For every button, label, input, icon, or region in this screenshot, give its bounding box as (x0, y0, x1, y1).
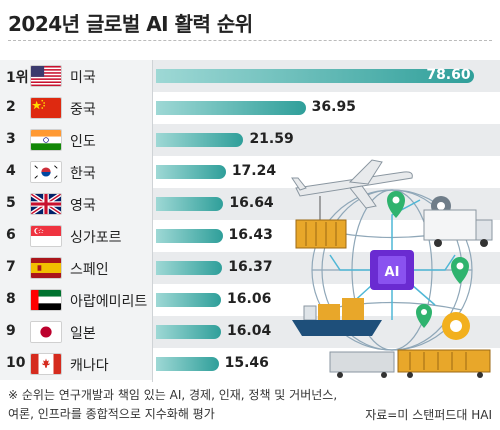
india-flag-icon (30, 129, 62, 151)
row-label-cell: 5 영국 (0, 188, 152, 220)
bar (156, 69, 475, 83)
country-label: 스페인 (70, 262, 109, 278)
rank-label: 4 (6, 163, 16, 179)
chart-row: 3 인도 21.59 (0, 124, 500, 156)
title-divider (8, 40, 492, 41)
data-label: 21.59 (249, 131, 294, 147)
rank-label: 7 (6, 259, 16, 275)
chart-row: 4 한국 17.24 (0, 156, 500, 188)
bar (156, 165, 226, 179)
bar (156, 133, 244, 147)
chart-row: 9 일본 16.04 (0, 316, 500, 348)
row-label-cell: 6 싱가포르 (0, 220, 152, 252)
data-label: 17.24 (231, 163, 277, 179)
country-label: 중국 (70, 102, 96, 118)
row-label-cell: 10 캐나다 (0, 348, 152, 380)
data-label: 15.46 (224, 355, 269, 371)
country-label: 미국 (70, 70, 96, 86)
bar (156, 325, 221, 339)
us-flag-icon (30, 65, 62, 87)
row-label-cell: 8 아랍에미리트 (0, 284, 152, 316)
chart-row: 10 캐나다 15.46 (0, 348, 500, 380)
chart-panel: 10 캐나다 15.46 9 일본 16.04 8 아랍에미리트 16.06 7 스페인 16.37 6… (0, 60, 500, 382)
chart-row: 1위 미국 78.60 (0, 60, 500, 92)
country-label: 한국 (70, 166, 96, 182)
rank-label: 9 (6, 323, 16, 339)
rank-label: 8 (6, 291, 16, 307)
bar (156, 101, 306, 115)
row-label-cell: 4 한국 (0, 156, 152, 188)
country-label: 캐나다 (70, 358, 109, 374)
footnote: ※ 순위는 연구개발과 책임 있는 AI, 경제, 인재, 정책 및 거버넌스,… (8, 388, 338, 421)
korea-flag-icon (30, 161, 62, 183)
row-label-cell: 7 스페인 (0, 252, 152, 284)
chart-row: 7 스페인 16.37 (0, 252, 500, 284)
country-label: 아랍에미리트 (70, 294, 148, 310)
data-label: 16.04 (226, 323, 272, 339)
source-note: 자료=미 스탠퍼드대 HAI (365, 408, 492, 422)
data-label: 16.43 (228, 227, 273, 243)
label-column-divider (152, 60, 153, 382)
country-label: 일본 (70, 326, 96, 342)
uae-flag-icon (30, 289, 62, 311)
spain-flag-icon (30, 257, 62, 279)
chart-title: 2024년 글로벌 AI 활력 순위 (8, 12, 253, 36)
chart-row: 6 싱가포르 16.43 (0, 220, 500, 252)
bar (156, 293, 222, 307)
rank-label: 2 (6, 99, 16, 115)
uk-flag-icon (30, 193, 62, 215)
rank-label: 3 (6, 131, 16, 147)
bar (156, 261, 223, 275)
bar (156, 197, 224, 211)
row-label-cell: 2 중국 (0, 92, 152, 124)
rank-label: 6 (6, 227, 16, 243)
data-label: 16.06 (227, 291, 272, 307)
country-label: 인도 (70, 134, 96, 150)
row-label-cell: 3 인도 (0, 124, 152, 156)
japan-flag-icon (30, 321, 62, 343)
rank-label: 5 (6, 195, 16, 211)
rank-label: 1위 (6, 70, 29, 86)
country-label: 영국 (70, 198, 96, 214)
country-label: 싱가포르 (70, 230, 122, 246)
data-label: 78.60 (426, 67, 471, 83)
row-label-cell: 9 일본 (0, 316, 152, 348)
china-flag-icon (30, 97, 62, 119)
bar (156, 229, 223, 243)
canada-flag-icon (30, 353, 62, 375)
data-label: 16.64 (229, 195, 274, 211)
chart-row: 8 아랍에미리트 16.06 (0, 284, 500, 316)
bar (156, 357, 219, 371)
chart-row: 2 중국 36.95 (0, 92, 500, 124)
row-label-cell: 1위 미국 (0, 60, 152, 92)
chart-row: 5 영국 16.64 (0, 188, 500, 220)
data-label: 16.37 (228, 259, 273, 275)
data-label: 36.95 (311, 99, 356, 115)
singapore-flag-icon (30, 225, 62, 247)
rank-label: 10 (6, 355, 26, 371)
